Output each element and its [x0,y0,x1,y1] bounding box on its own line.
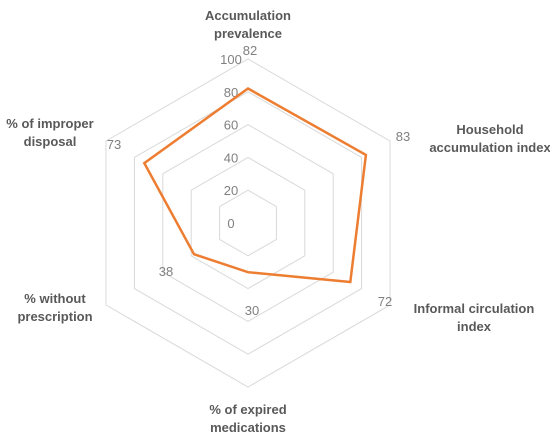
grid-ring-100 [105,58,391,388]
data-label-3: 72 [378,294,392,309]
tick-label-80: 80 [224,85,238,100]
data-label-4: 30 [245,303,259,318]
category-labels: Accumulation prevalence Household accumulat… [6,8,550,435]
grid-ring-60 [162,124,334,322]
tick-label-60: 60 [224,118,238,133]
data-label-6: 73 [107,137,121,152]
series-layer [142,87,368,284]
category-label-1: Accumulation prevalence [205,8,291,41]
grid-ring-20 [219,189,277,257]
category-label-5: % without prescription [17,291,92,324]
tick-label-20: 20 [224,183,238,198]
data-label-5: 38 [159,264,173,279]
tick-label-40: 40 [224,150,238,165]
series-line [142,87,368,284]
radial-tick-labels: 0 20 40 60 80 100 [220,52,242,231]
category-label-4: % of expired medications [209,402,286,435]
grid-ring-40 [190,156,306,290]
data-label-1: 82 [243,43,257,58]
category-label-3: Informal circulation index [414,301,535,334]
category-label-6: % of improper disposal [6,116,93,149]
data-labels: 82 83 72 30 38 73 [107,43,410,318]
tick-label-0: 0 [227,216,234,231]
radar-grid [105,58,391,388]
data-label-2: 83 [396,129,410,144]
tick-label-100: 100 [220,52,242,67]
grid-ring-80 [133,91,363,355]
category-label-2: Household accumulation index [429,122,550,155]
